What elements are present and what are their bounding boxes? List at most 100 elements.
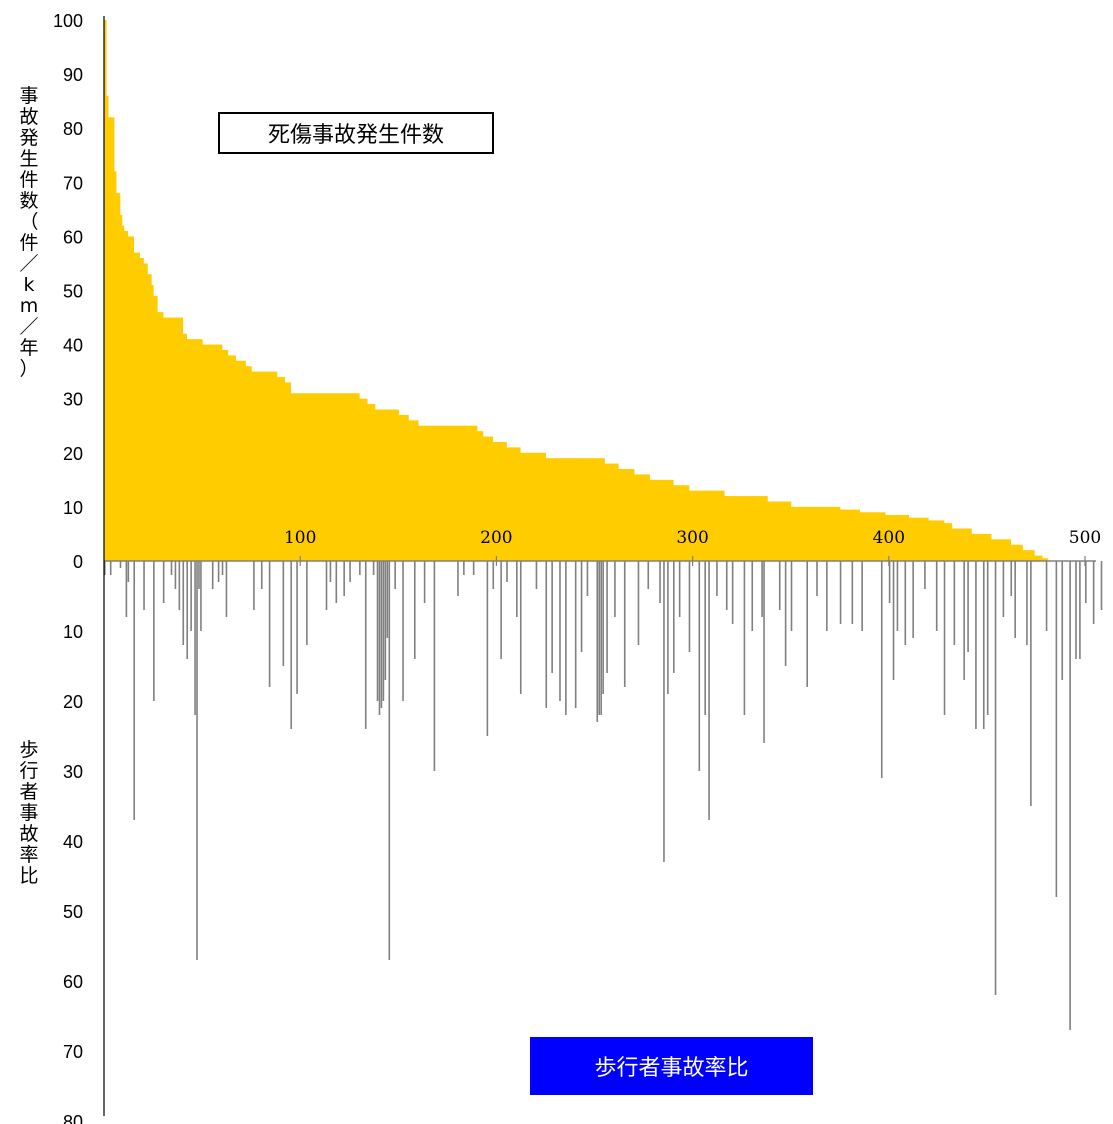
upper-bar <box>808 506 811 561</box>
upper-bar <box>153 295 156 561</box>
upper-bar <box>539 452 543 561</box>
axis-label-char: 事 <box>19 85 39 107</box>
upper-bar <box>553 458 556 561</box>
upper-bar <box>525 452 529 561</box>
upper-bar <box>323 393 327 561</box>
upper-bar <box>759 496 762 561</box>
upper-bar <box>364 398 368 561</box>
upper-bar <box>425 425 429 561</box>
upper-bar <box>1043 558 1047 561</box>
upper-bar <box>402 414 405 561</box>
lower-bar <box>349 561 351 582</box>
lower-bar <box>704 561 706 715</box>
upper-bar <box>947 523 951 561</box>
upper-bar <box>979 533 982 561</box>
lower-bar <box>386 561 389 638</box>
upper-bar <box>714 490 717 561</box>
upper-bar <box>188 339 191 561</box>
upper-bar <box>786 501 790 561</box>
upper-bar <box>359 398 362 561</box>
upper-bar <box>902 515 906 561</box>
upper-y-tick-label: 30 <box>63 390 83 410</box>
upper-bar <box>729 496 733 561</box>
upper-bar <box>547 458 550 561</box>
upper-bar <box>427 425 431 561</box>
upper-bar <box>739 496 743 561</box>
upper-bar <box>812 506 815 561</box>
lower-bar <box>329 561 332 582</box>
upper-bar <box>790 506 794 561</box>
lower-bar <box>596 561 599 722</box>
upper-bar <box>486 436 490 561</box>
lower-y-axis-label: 歩行者事故率比 <box>18 740 40 887</box>
upper-bar <box>276 377 280 561</box>
lower-bar <box>975 561 977 729</box>
upper-bar <box>849 509 853 561</box>
upper-bar <box>1045 558 1049 561</box>
upper-bar <box>182 333 186 561</box>
upper-bar <box>988 533 992 561</box>
axis-label-char: 率 <box>19 844 39 866</box>
upper-bar <box>784 501 788 561</box>
upper-bar <box>506 447 509 561</box>
upper-bar <box>596 458 600 561</box>
upper-bar <box>696 490 700 561</box>
lower-bar <box>492 561 495 589</box>
axis-label-char: 発 <box>19 127 39 149</box>
upper-bar <box>606 463 609 561</box>
upper-bar <box>559 458 562 561</box>
upper-bar <box>645 474 649 561</box>
upper-bar <box>107 117 111 561</box>
upper-bar <box>394 409 397 561</box>
upper-bar <box>158 312 162 561</box>
lower-bar <box>225 561 228 617</box>
upper-bar <box>963 528 966 561</box>
upper-y-tick-label: 70 <box>63 173 83 193</box>
lower-bar <box>364 561 367 729</box>
upper-bar <box>1012 544 1015 561</box>
upper-bar <box>806 506 809 561</box>
lower-bar <box>861 561 863 631</box>
lower-bar <box>162 561 165 603</box>
axis-label-char: 件 <box>19 169 39 191</box>
lower-bar <box>574 561 577 708</box>
lower-bar <box>325 561 328 610</box>
upper-bar <box>423 425 427 561</box>
upper-bar <box>200 339 203 561</box>
upper-bar <box>249 366 252 561</box>
upper-bar <box>859 512 862 561</box>
upper-bar <box>869 512 872 561</box>
upper-bar <box>413 420 417 561</box>
upper-bar <box>671 479 674 561</box>
upper-bar <box>749 496 753 561</box>
lower-bar <box>1061 561 1064 680</box>
upper-bar <box>928 520 931 561</box>
upper-bar <box>202 344 205 561</box>
upper-bar <box>1039 555 1043 561</box>
upper-bar <box>143 263 146 561</box>
upper-bar <box>865 512 868 561</box>
upper-bar <box>967 528 970 561</box>
lower-y-tick-label: 50 <box>63 902 83 922</box>
upper-bar <box>217 344 221 561</box>
upper-bar <box>722 490 725 561</box>
upper-bar <box>433 425 437 561</box>
upper-bar <box>461 425 464 561</box>
lower-bar <box>290 561 292 729</box>
upper-bar <box>514 447 517 561</box>
upper-bar <box>198 339 201 561</box>
upper-bar <box>321 393 325 561</box>
upper-bar <box>135 252 138 561</box>
lower-bar <box>963 561 965 680</box>
upper-bar <box>951 528 955 561</box>
upper-bar <box>706 490 709 561</box>
lower-bar <box>119 561 122 568</box>
upper-bar <box>361 398 364 561</box>
upper-bar <box>625 469 629 561</box>
upper-bar <box>457 425 460 561</box>
lower-bar <box>602 561 604 694</box>
upper-bar <box>343 393 346 561</box>
upper-bar <box>245 366 248 561</box>
upper-y-tick-label: 60 <box>63 227 83 247</box>
upper-y-axis-label: 事故発生件数（件／ k m ／年） <box>18 86 40 380</box>
